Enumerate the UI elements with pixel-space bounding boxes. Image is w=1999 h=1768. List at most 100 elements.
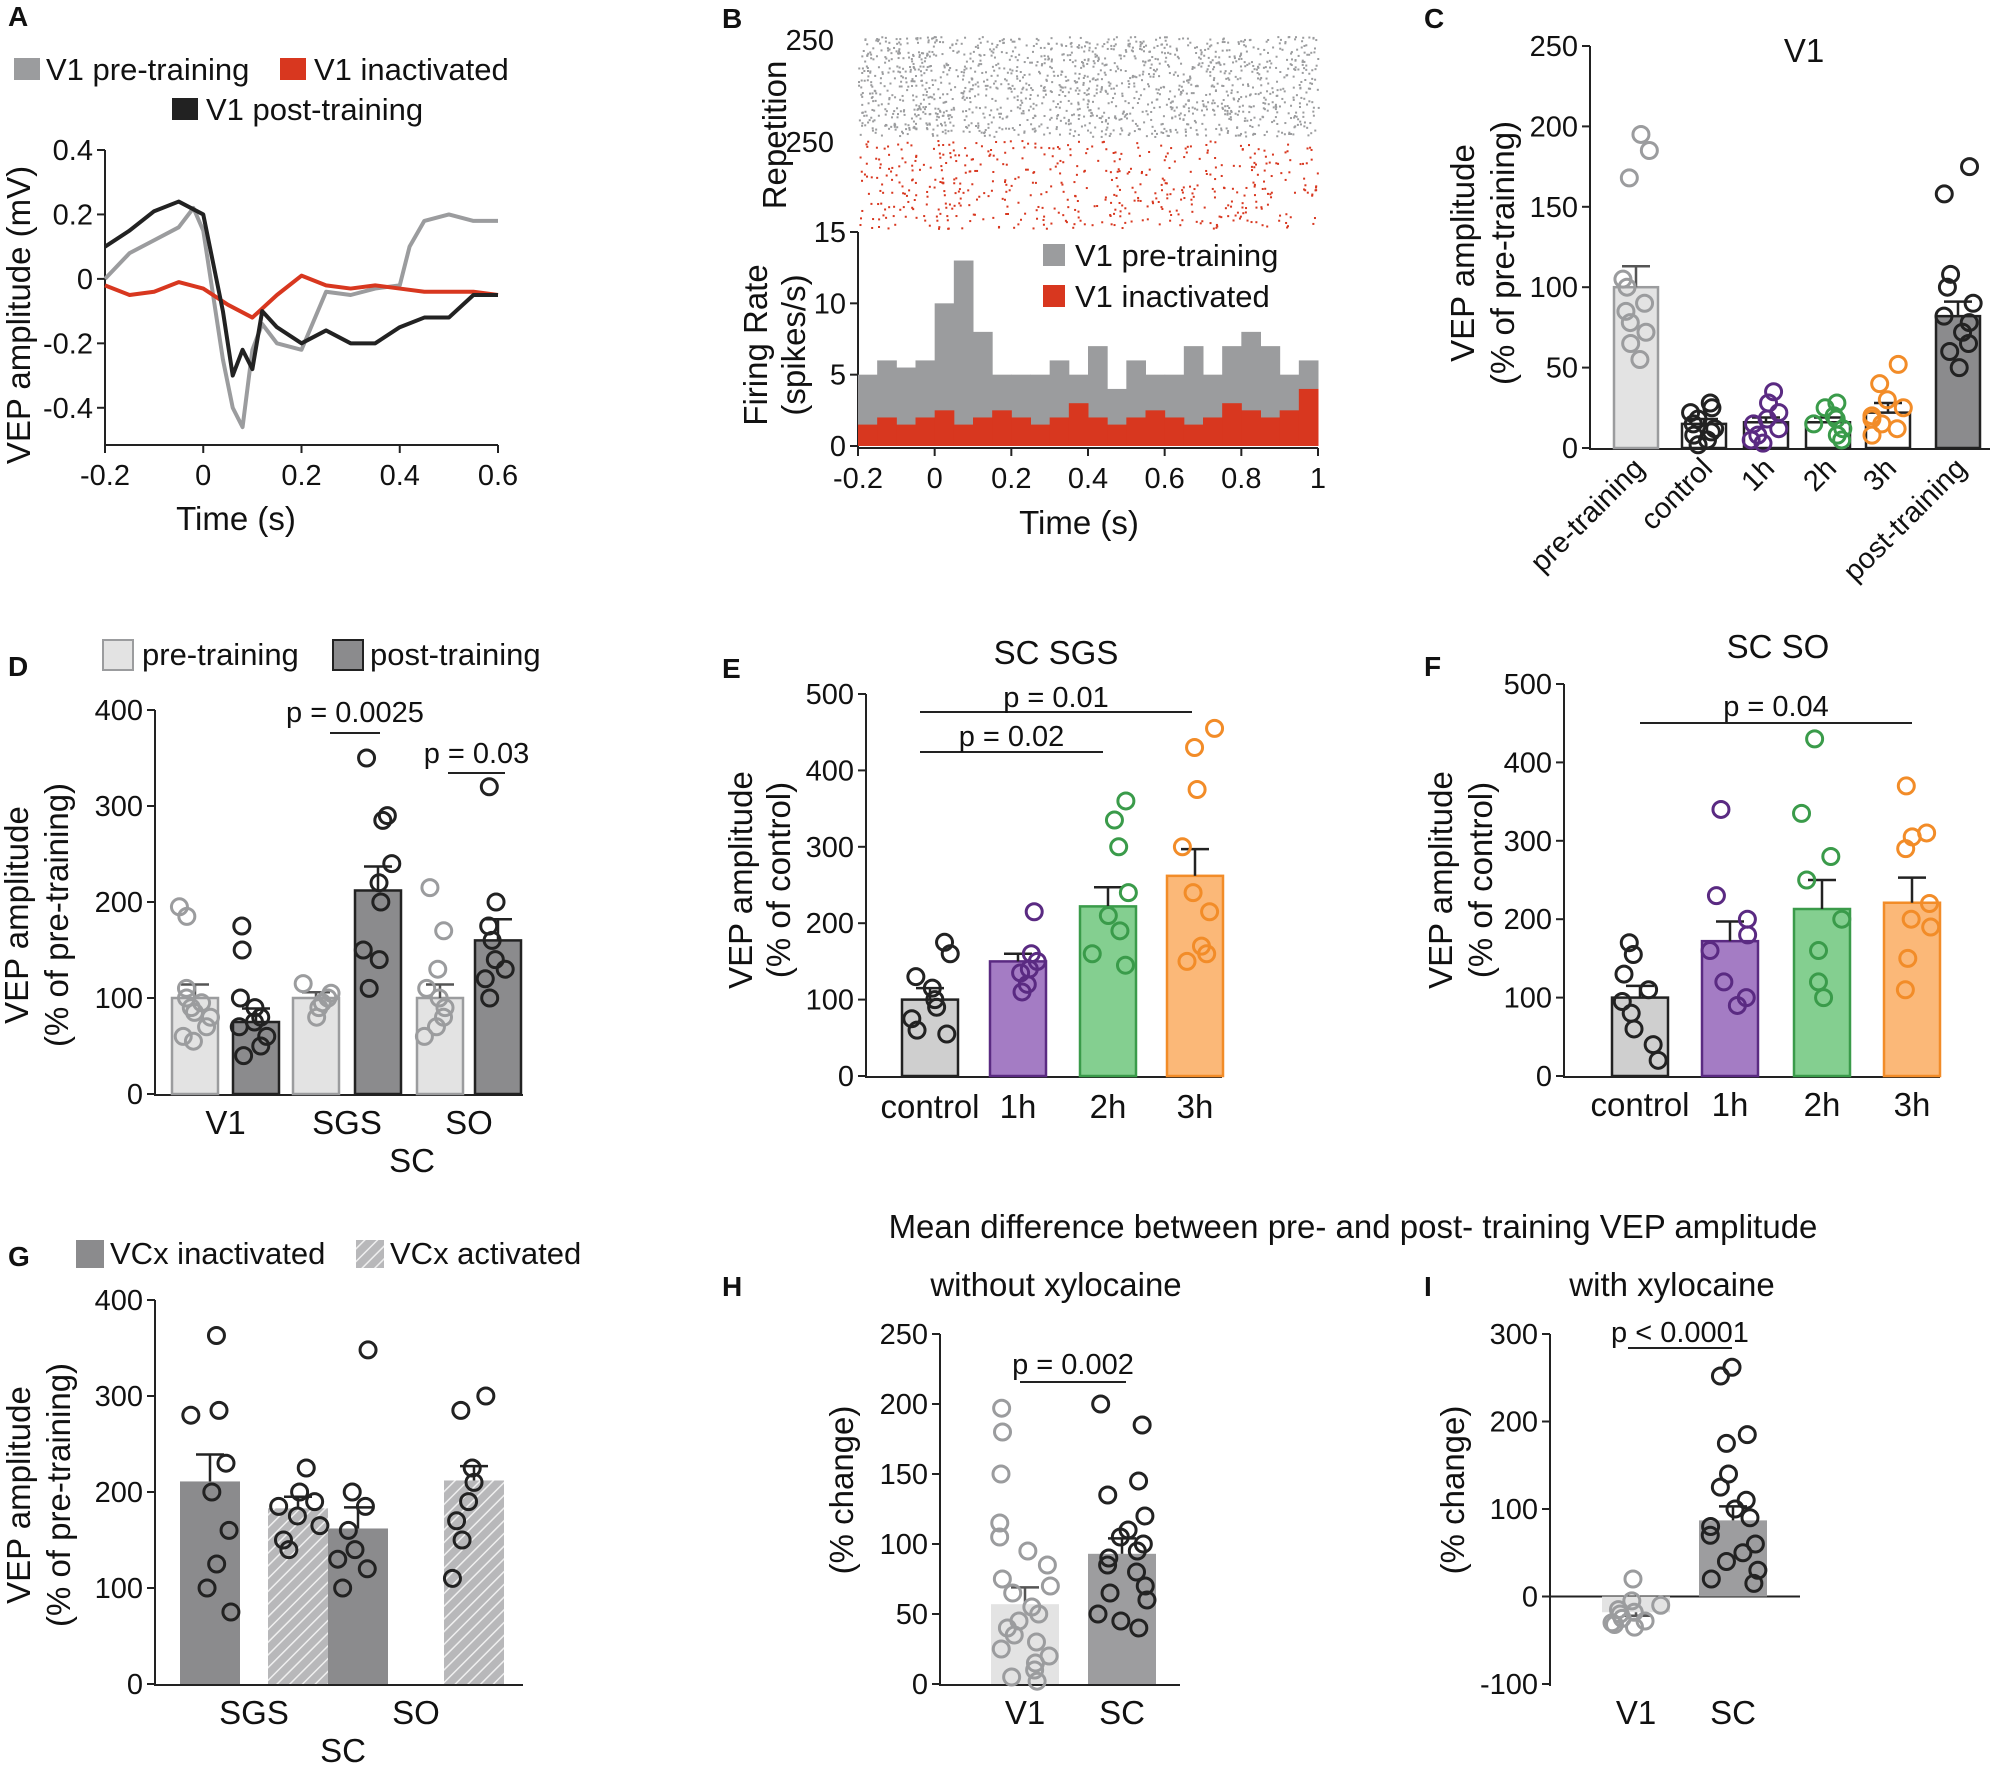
raster-spike — [953, 108, 956, 111]
raster-spike — [1155, 38, 1158, 41]
raster-spike — [932, 128, 935, 131]
raster-spike — [1302, 111, 1305, 114]
data-point — [296, 1458, 316, 1478]
raster-spike — [1307, 87, 1310, 90]
data-point — [1098, 1555, 1118, 1575]
raster-spike — [978, 107, 981, 110]
raster-spike — [1232, 164, 1235, 167]
raster-spike — [880, 49, 883, 52]
raster-spike — [1260, 84, 1263, 87]
raster-spike — [1245, 135, 1248, 138]
raster-spike — [876, 176, 879, 179]
raster-spike — [906, 133, 909, 136]
raster-spike — [1112, 129, 1115, 132]
raster-spike — [1118, 202, 1121, 205]
raster-spike — [887, 145, 890, 148]
raster-spike — [860, 86, 863, 89]
raster-spike — [1298, 105, 1301, 108]
raster-spike — [858, 84, 861, 87]
raster-spike — [1259, 91, 1262, 94]
y-tick-label: 200 — [95, 887, 143, 919]
raster-spike — [1256, 65, 1259, 68]
raster-spike — [1095, 54, 1098, 57]
raster-spike — [1135, 90, 1138, 93]
raster-spike — [1059, 89, 1062, 92]
raster-spike — [909, 70, 912, 73]
raster-spike — [985, 88, 988, 91]
y-tick-label: 150 — [880, 1459, 928, 1491]
raster-spike — [901, 130, 904, 133]
raster-spike — [1011, 84, 1014, 87]
raster-spike — [1040, 55, 1043, 58]
raster-spike — [1267, 82, 1270, 85]
raster-spike — [910, 58, 913, 61]
raster-spike — [1121, 82, 1124, 85]
raster-spike — [891, 94, 894, 97]
raster-spike — [1236, 78, 1239, 81]
raster-spike — [1122, 110, 1125, 113]
raster-spike — [1292, 86, 1295, 89]
data-point — [359, 978, 379, 998]
raster-spike — [943, 101, 946, 104]
raster-spike — [991, 97, 994, 100]
raster-spike — [926, 54, 929, 57]
data-point — [1719, 1464, 1739, 1484]
raster-spike — [1009, 140, 1012, 143]
raster-spike — [1161, 51, 1164, 54]
raster-spike — [952, 149, 955, 152]
raster-spike — [1080, 66, 1083, 69]
raster-spike — [1296, 48, 1299, 51]
raster-spike — [1032, 107, 1035, 110]
raster-spike — [1277, 162, 1280, 165]
y-tick-label: 200 — [880, 1389, 928, 1421]
raster-spike — [1127, 86, 1130, 89]
raster-spike — [1271, 121, 1274, 124]
raster-spike — [949, 67, 952, 70]
raster-spike — [1273, 119, 1276, 122]
raster-spike — [920, 74, 923, 77]
raster-spike — [929, 95, 932, 98]
data-point — [1109, 837, 1129, 857]
raster-spike — [1106, 92, 1109, 95]
raster-spike — [1001, 128, 1004, 131]
data-point — [1744, 1573, 1764, 1593]
raster-spike — [950, 88, 953, 91]
raster-spike — [1074, 89, 1077, 92]
raster-spike — [1254, 163, 1257, 166]
raster-spike — [903, 109, 906, 112]
raster-spike — [942, 144, 945, 147]
x-tick-label: 0 — [927, 463, 943, 495]
data-point — [1934, 184, 1954, 204]
raster-spike — [1005, 127, 1008, 130]
raster-spike — [1043, 54, 1046, 57]
raster-spike — [892, 70, 895, 73]
raster-spike — [1076, 200, 1079, 203]
raster-spike — [1205, 172, 1208, 175]
raster-spike — [1275, 106, 1278, 109]
y-tick-label: 200 — [806, 908, 854, 940]
raster-spike — [1029, 105, 1032, 108]
raster-spike — [1099, 69, 1102, 72]
chart-title: with xylocaine — [1568, 1266, 1774, 1303]
raster-spike — [1165, 103, 1168, 106]
raster-spike — [1315, 189, 1318, 192]
data-point — [1711, 799, 1731, 819]
raster-spike — [1044, 89, 1047, 92]
raster-spike — [1107, 102, 1110, 105]
raster-spike — [1004, 179, 1007, 182]
raster-spike — [1152, 75, 1155, 78]
raster-spike — [1227, 204, 1230, 207]
raster-spike — [1193, 66, 1196, 69]
raster-spike — [1120, 127, 1123, 130]
raster-spike — [1032, 227, 1035, 230]
raster-spike — [1245, 207, 1248, 210]
raster-spike — [1160, 206, 1163, 209]
y-tick-label: 300 — [95, 791, 143, 823]
raster-spike — [919, 65, 922, 68]
raster-spike — [1243, 194, 1246, 197]
raster-spike — [1072, 135, 1075, 138]
raster-spike — [869, 70, 872, 73]
raster-spike — [912, 94, 915, 97]
raster-spike — [1139, 128, 1142, 131]
data-point — [1821, 846, 1841, 866]
